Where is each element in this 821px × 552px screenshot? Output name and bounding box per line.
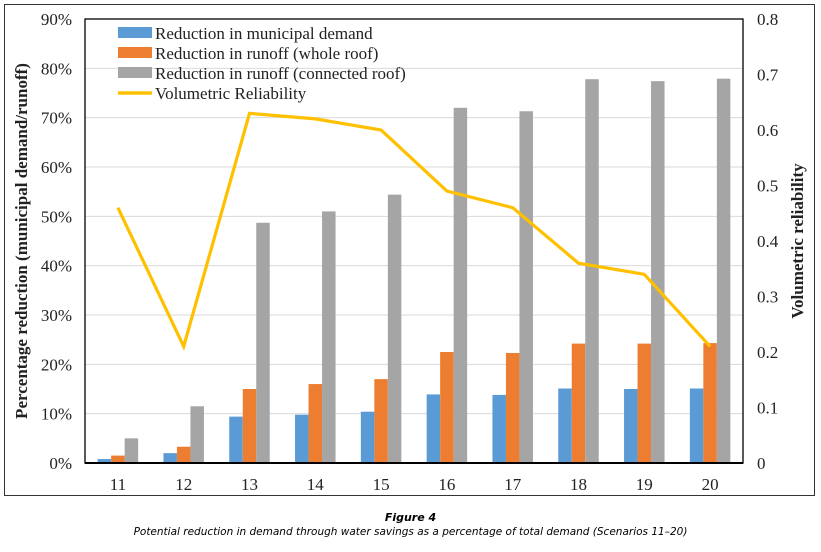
legend-swatch (118, 27, 152, 38)
legend-label: Reduction in runoff (whole roof) (155, 44, 378, 63)
x-tick-label: 17 (504, 475, 522, 494)
bar-reduction-in-runoff-whole-roof (440, 352, 454, 463)
y-tick-label: 30% (41, 306, 72, 325)
bar-reduction-in-municipal-demand (360, 411, 375, 463)
x-tick-label: 20 (702, 475, 719, 494)
bar-reduction-in-runoff-connected-roof (190, 406, 204, 463)
bar-reduction-in-runoff-whole-roof (308, 384, 323, 463)
bar-reduction-in-runoff-connected-roof (387, 194, 402, 464)
figure-frame (4, 4, 815, 496)
bar-reduction-in-municipal-demand (426, 394, 441, 463)
legend-label: Reduction in municipal demand (155, 24, 373, 43)
y-tick-label: 70% (41, 109, 72, 128)
y2-tick-label: 0.2 (757, 343, 778, 362)
legend-label: Volumetric Reliability (155, 84, 307, 103)
y2-tick-label: 0 (757, 454, 766, 473)
y2-tick-label: 0.3 (757, 288, 778, 307)
legend-label: Reduction in runoff (connected roof) (155, 64, 406, 83)
bar-reduction-in-runoff-connected-roof (651, 81, 665, 463)
bar-reduction-in-municipal-demand (558, 388, 572, 463)
y-axis-title: Percentage reduction (municipal demand/r… (12, 63, 31, 419)
bar-reduction-in-municipal-demand (97, 459, 112, 463)
y2-tick-label: 0.4 (757, 232, 779, 251)
y2-axis-title: Volumetric reliability (788, 163, 807, 319)
y2-tick-label: 0.1 (757, 399, 778, 418)
bar-reduction-in-municipal-demand (229, 416, 243, 463)
bar-reduction-in-runoff-whole-roof (571, 343, 586, 463)
bar-reduction-in-runoff-connected-roof (585, 79, 599, 463)
legend-swatch (118, 67, 152, 78)
line-volumetric-reliability (116, 111, 712, 351)
bar-reduction-in-municipal-demand (163, 453, 177, 463)
bar-reduction-in-runoff-connected-roof (256, 222, 270, 463)
x-tick-label: 16 (438, 475, 455, 494)
bar-reduction-in-runoff-whole-roof (505, 352, 520, 463)
x-tick-label: 11 (110, 475, 126, 494)
y-tick-label: 20% (41, 355, 72, 374)
y-tick-label: 60% (41, 158, 72, 177)
y2-tick-label: 0.5 (757, 177, 778, 196)
x-tick-label: 19 (636, 475, 653, 494)
bar-reduction-in-runoff-connected-roof (453, 107, 468, 464)
bar-reduction-in-municipal-demand (492, 394, 506, 463)
bar-reduction-in-runoff-whole-roof (703, 343, 717, 463)
bar-reduction-in-runoff-whole-roof (374, 379, 388, 463)
bar-reduction-in-runoff-connected-roof (124, 438, 139, 463)
bar-reduction-in-municipal-demand (295, 414, 309, 463)
x-tick-label: 14 (307, 475, 325, 494)
y-tick-label: 40% (41, 257, 72, 276)
legend-swatch (118, 47, 152, 58)
y-tick-label: 90% (41, 10, 72, 29)
x-tick-label: 15 (373, 475, 390, 494)
bar-reduction-in-runoff-connected-roof (519, 111, 533, 464)
bar-reduction-in-municipal-demand (689, 388, 704, 463)
figure-caption: Potential reduction in demand through wa… (133, 526, 688, 538)
y2-tick-label: 0.7 (757, 66, 779, 85)
bar-reduction-in-municipal-demand (624, 389, 638, 463)
bar-reduction-in-runoff-connected-roof (322, 211, 336, 463)
figure-label: Figure 4 (384, 511, 437, 524)
y-tick-label: 0% (49, 454, 72, 473)
y-tick-label: 50% (41, 207, 72, 226)
x-tick-label: 12 (175, 475, 192, 494)
bar-reduction-in-runoff-whole-roof (176, 446, 191, 463)
y2-tick-label: 0.8 (757, 10, 778, 29)
bar-reduction-in-runoff-whole-roof (242, 389, 257, 463)
x-tick-label: 13 (241, 475, 258, 494)
bar-reduction-in-runoff-connected-roof (716, 78, 731, 464)
x-tick-label: 18 (570, 475, 587, 494)
y-tick-label: 80% (41, 59, 72, 78)
chart: 0% 10% 20% 30% 40% 50% 60% 70% 80% 90% 0 0.1 0.2 0.3 0… (12, 10, 807, 494)
y-tick-label: 10% (41, 405, 72, 424)
bar-reduction-in-runoff-whole-roof (111, 455, 125, 463)
y2-tick-label: 0.6 (757, 121, 778, 140)
bar-reduction-in-runoff-whole-roof (637, 343, 652, 463)
